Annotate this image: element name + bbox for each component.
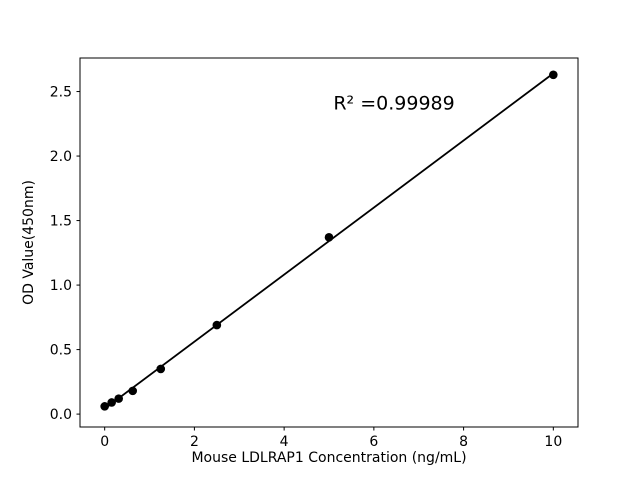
- x-axis-ticks: 0 2 4 6 8 10: [100, 427, 562, 450]
- x-tick-label: 0: [100, 434, 109, 450]
- y-tick-label: 0.0: [50, 407, 72, 423]
- data-point: [212, 320, 222, 330]
- data-point: [114, 394, 123, 403]
- y-tick-label: 1.5: [50, 214, 72, 230]
- x-tick-label: 2: [190, 434, 199, 450]
- x-tick-label: 8: [459, 434, 468, 450]
- x-tick-label: 4: [280, 434, 289, 450]
- y-axis-ticks: 0.0 0.5 1.0 1.5 2.0 2.5: [50, 85, 80, 423]
- data-point: [128, 386, 138, 396]
- data-point: [100, 402, 109, 411]
- y-tick-label: 2.0: [50, 149, 72, 165]
- x-axis-label: Mouse LDLRAP1 Concentration (ng/mL): [191, 450, 466, 466]
- data-point: [107, 398, 116, 407]
- x-tick-label: 10: [544, 434, 562, 450]
- x-tick-label: 6: [369, 434, 378, 450]
- data-series: [100, 70, 558, 411]
- data-point: [324, 233, 334, 242]
- y-axis-label: OD Value(450nm): [21, 180, 37, 305]
- r-squared-annotation: R² =0.99989: [333, 93, 454, 115]
- data-point: [549, 70, 558, 80]
- y-tick-label: 0.5: [50, 343, 72, 359]
- y-tick-label: 2.5: [50, 85, 72, 101]
- data-point: [156, 364, 166, 374]
- y-tick-label: 1.0: [50, 278, 72, 294]
- plot-area: [79, 57, 579, 428]
